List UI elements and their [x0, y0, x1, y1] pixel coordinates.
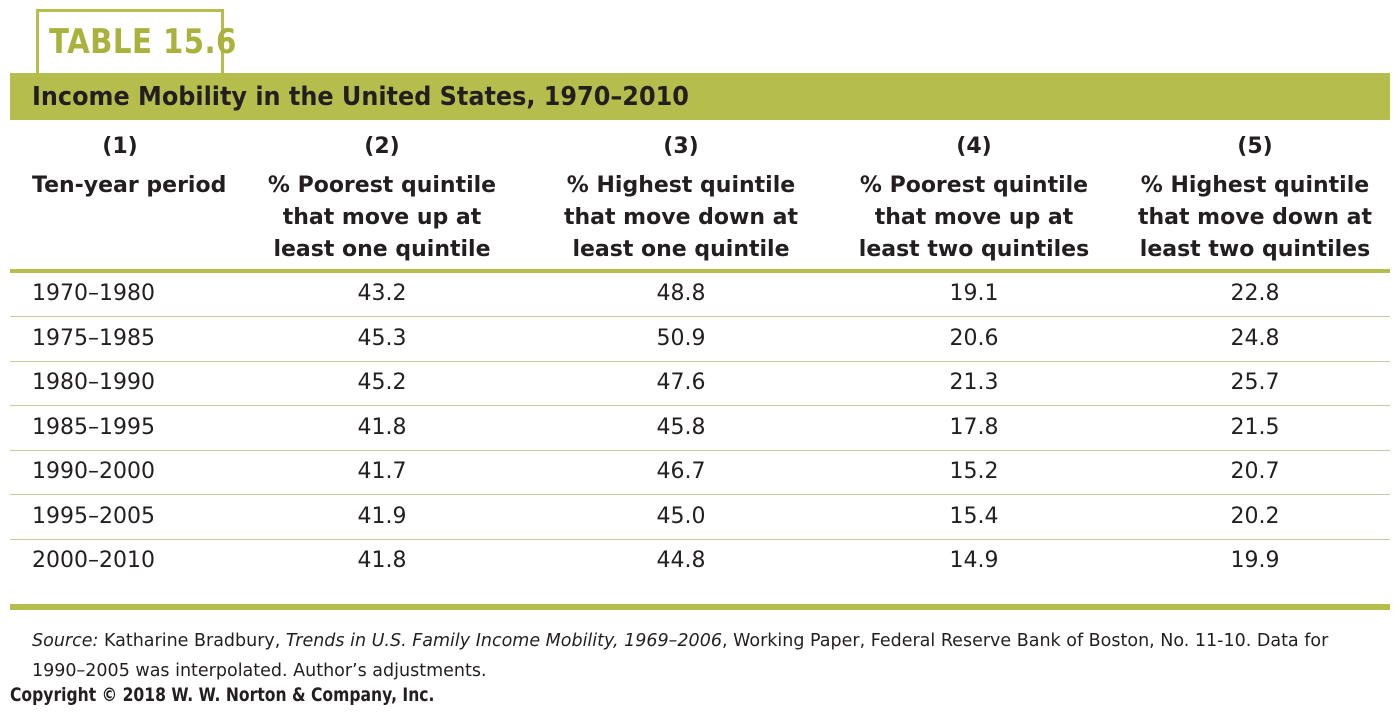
period-cell: 1970–1980: [32, 281, 155, 306]
value-cell: 15.4: [949, 503, 999, 529]
column-heading-4: % Poorest quintile that move up at least t…: [834, 170, 1114, 266]
source-label: Source:: [32, 631, 99, 651]
value-cell: 46.7: [656, 459, 706, 484]
value-cell: 24.8: [1230, 325, 1280, 351]
column-heading-line: % Poorest quintile: [859, 173, 1089, 198]
copyright-notice: Copyright © 2018 W. W. Norton & Company,…: [10, 684, 435, 706]
column-heading-line: least two quintiles: [1139, 237, 1371, 262]
column-heading-line: % Highest quintile: [1140, 173, 1370, 198]
column-heading-line: that move down at: [563, 205, 799, 230]
value-cell: 41.8: [357, 414, 407, 440]
value-cell: 14.9: [949, 548, 999, 573]
row-divider: [10, 449, 1390, 451]
value-cell: 45.2: [357, 370, 407, 395]
column-heading-line: % Poorest quintile: [267, 173, 497, 198]
value-cell: 45.8: [656, 414, 706, 440]
source-rest: , Working Paper, Federal Reserve Bank of…: [32, 631, 1329, 681]
column-heading-2: % Poorest quintile that move up at least o…: [242, 170, 522, 266]
column-heading-line: that move up at: [874, 205, 1074, 230]
source-author: Katharine Bradbury,: [98, 631, 286, 651]
value-cell: 45.0: [656, 503, 706, 529]
column-number-3: (3): [663, 134, 699, 159]
column-heading-line: least one quintile: [273, 237, 491, 262]
column-number-2: (2): [364, 134, 400, 159]
column-heading-line: that move up at: [282, 205, 482, 230]
column-number-5: (5): [1237, 134, 1273, 159]
table-label: TABLE 15.6: [49, 22, 237, 62]
value-cell: 47.6: [656, 370, 706, 395]
value-cell: 48.8: [656, 281, 706, 306]
period-cell: 1990–2000: [32, 459, 155, 484]
period-cell: 1975–1985: [32, 325, 155, 351]
column-heading-line: % Highest quintile: [566, 173, 796, 198]
value-cell: 20.6: [949, 325, 999, 351]
value-cell: 41.9: [357, 503, 407, 529]
row-divider: [10, 360, 1390, 362]
row-divider: [10, 405, 1390, 406]
value-cell: 17.8: [949, 414, 999, 440]
row-divider: [10, 538, 1390, 540]
column-heading-line: least one quintile: [572, 237, 790, 262]
value-cell: 43.2: [357, 281, 407, 306]
period-cell: 1995–2005: [32, 503, 155, 529]
column-heading-line: that move down at: [1137, 205, 1373, 230]
header-rule: [10, 269, 1390, 273]
source-work: Trends in U.S. Family Income Mobility, 1…: [285, 631, 722, 651]
value-cell: 50.9: [656, 325, 706, 351]
value-cell: 19.9: [1230, 548, 1280, 573]
value-cell: 44.8: [656, 548, 706, 573]
period-cell: 2000–2010: [32, 548, 155, 573]
column-heading-5: % Highest quintile that move down at least…: [1115, 170, 1395, 266]
value-cell: 41.8: [357, 548, 407, 573]
column-heading-1: Ten-year period: [32, 170, 226, 202]
period-cell: 1980–1990: [32, 370, 155, 395]
source-note: Source: Katharine Bradbury, Trends in U.…: [32, 626, 1382, 686]
row-divider: [10, 316, 1390, 317]
value-cell: 20.2: [1230, 503, 1280, 529]
row-divider: [10, 494, 1390, 495]
value-cell: 19.1: [949, 281, 999, 306]
column-number-1: (1): [102, 134, 138, 159]
value-cell: 21.5: [1230, 414, 1280, 440]
value-cell: 41.7: [357, 459, 407, 484]
column-heading-3: % Highest quintile that move down at least…: [541, 170, 821, 266]
value-cell: 15.2: [949, 459, 999, 484]
column-heading-line: Ten-year period: [32, 173, 227, 198]
value-cell: 22.8: [1230, 281, 1280, 306]
value-cell: 25.7: [1230, 370, 1280, 395]
column-number-4: (4): [956, 134, 992, 159]
value-cell: 20.7: [1230, 459, 1280, 484]
value-cell: 21.3: [949, 370, 999, 395]
table-label-box: TABLE 15.6: [36, 9, 236, 73]
value-cell: 45.3: [357, 325, 407, 351]
column-heading-line: least two quintiles: [858, 237, 1090, 262]
title-bar: Income Mobility in the United States, 19…: [10, 73, 1390, 120]
period-cell: 1985–1995: [32, 414, 155, 440]
table-title: Income Mobility in the United States, 19…: [32, 82, 689, 112]
bottom-rule: [10, 604, 1390, 610]
